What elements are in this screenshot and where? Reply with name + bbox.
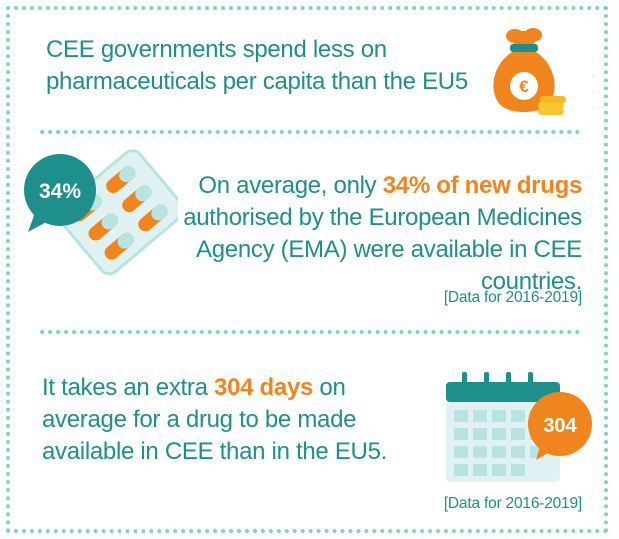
delay-line-2: average for a drug to be made [42,406,357,433]
dotted-frame [6,6,608,533]
section-divider-1 [40,130,580,134]
availability-line-3: Agency (EMA) were available in CEE count… [196,236,582,295]
delay-prefix: It takes an extra [42,374,215,401]
availability-line-1: On average, only 34% of new drugs [130,170,582,202]
availability-prefix: On average, only [198,172,383,199]
pill-blister-pack-icon: 34% [24,149,178,276]
section-divider-2 [40,330,580,334]
money-bag-euro-icon: € [493,28,566,115]
availability-line-2: authorised by the European Medicines [183,204,582,231]
delay-line-1: It takes an extra 304 days on [42,372,387,404]
percent-badge: 34% [39,180,81,203]
spending-line-1: CEE governments spend less on [46,36,387,63]
delay-highlight: 304 days [214,374,314,401]
spending-line-2: pharmaceuticals per capita than the EU5 [46,68,468,95]
delay-statement: It takes an extra 304 days on average fo… [42,372,387,468]
euro-symbol: € [519,77,529,96]
availability-statement: On average, only 34% of new drugs author… [130,170,582,298]
days-badge: 304 [543,415,577,437]
data-period-note-1: [Data for 2016-2019] [443,289,582,306]
spending-statement: CEE governments spend less on pharmaceut… [46,34,468,98]
availability-highlight: 34% of new drugs [382,172,583,199]
calendar-icon: 304 [446,372,592,482]
delay-line-3: available in CEE than in the EU5. [42,438,387,465]
delay-suffix: on [313,374,346,401]
data-period-note-2: [Data for 2016-2019] [443,495,582,512]
